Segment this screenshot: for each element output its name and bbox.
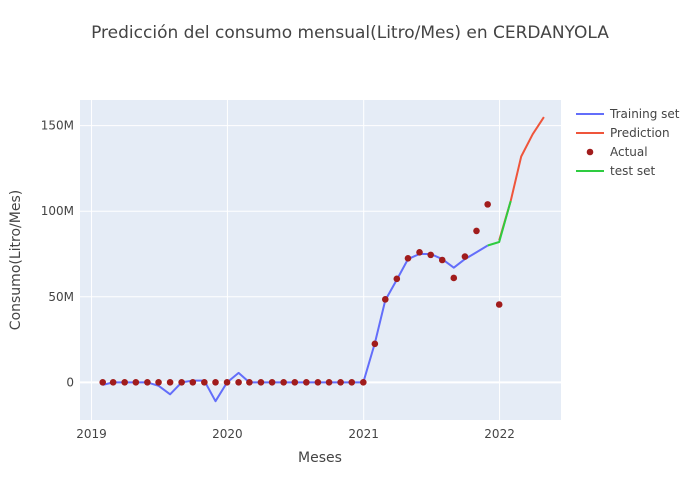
- x-tick-label: 2019: [76, 427, 107, 441]
- actual-point: [166, 379, 174, 386]
- actual-point: [438, 256, 446, 264]
- legend-label-training-set[interactable]: Training set: [609, 107, 680, 121]
- actual-point: [268, 379, 276, 386]
- actual-point: [189, 379, 197, 386]
- series-layer: [99, 116, 545, 403]
- actual-point: [291, 379, 299, 386]
- actual-point: [303, 379, 310, 386]
- actual-point: [212, 379, 219, 386]
- actual-point: [371, 340, 379, 348]
- y-tick-label: 0: [66, 375, 74, 389]
- legend-label-actual[interactable]: Actual: [610, 145, 648, 159]
- actual-point: [427, 251, 434, 259]
- actual-point: [178, 379, 185, 386]
- actual-point: [246, 379, 253, 386]
- y-tick-label: 50M: [48, 290, 74, 304]
- legend-label-test-set[interactable]: test set: [610, 164, 655, 178]
- actual-point: [223, 379, 231, 386]
- actual-point: [404, 254, 412, 262]
- actual-point: [109, 379, 117, 386]
- actual-point: [348, 379, 356, 386]
- legend-swatch-actual[interactable]: [586, 148, 594, 156]
- actual-point: [360, 379, 367, 386]
- y-tick-label: 100M: [41, 204, 74, 218]
- actual-point: [495, 301, 503, 308]
- actual-point: [473, 227, 480, 235]
- tick-labels: 2019 2020 2021 2022 0 50M 100M 150M: [41, 119, 515, 441]
- x-tick-label: 2021: [348, 427, 379, 441]
- actual-point: [257, 379, 265, 386]
- actual-point: [314, 379, 322, 386]
- x-tick-label: 2020: [212, 427, 243, 441]
- legend-label-prediction[interactable]: Prediction: [610, 126, 670, 140]
- legend[interactable]: Training set Prediction Actual test set: [576, 107, 680, 178]
- actual-point: [450, 274, 458, 282]
- plot-area: [80, 100, 561, 420]
- actual-point: [144, 379, 151, 386]
- actual-point: [325, 379, 333, 386]
- y-tick-label: 150M: [41, 119, 74, 133]
- actual-point: [416, 248, 423, 256]
- actual-point: [235, 379, 242, 386]
- actual-point: [155, 379, 162, 386]
- x-tick-label: 2022: [484, 427, 515, 441]
- x-axis-title: Meses: [298, 450, 342, 466]
- actual-point: [132, 379, 140, 386]
- test-set-line: [487, 200, 512, 247]
- actual-point: [461, 253, 469, 260]
- actual-point: [280, 379, 287, 386]
- actual-point: [484, 201, 491, 208]
- actual-point: [393, 275, 401, 283]
- chart-title: Predicción del consumo mensual(Litro/Mes…: [91, 23, 609, 43]
- actual-point: [201, 379, 208, 386]
- actual-point: [99, 379, 107, 386]
- actual-point: [381, 296, 389, 303]
- y-axis-title: Consumo(Litro/Mes): [8, 190, 24, 330]
- actual-point: [337, 379, 344, 386]
- actual-point: [121, 379, 128, 386]
